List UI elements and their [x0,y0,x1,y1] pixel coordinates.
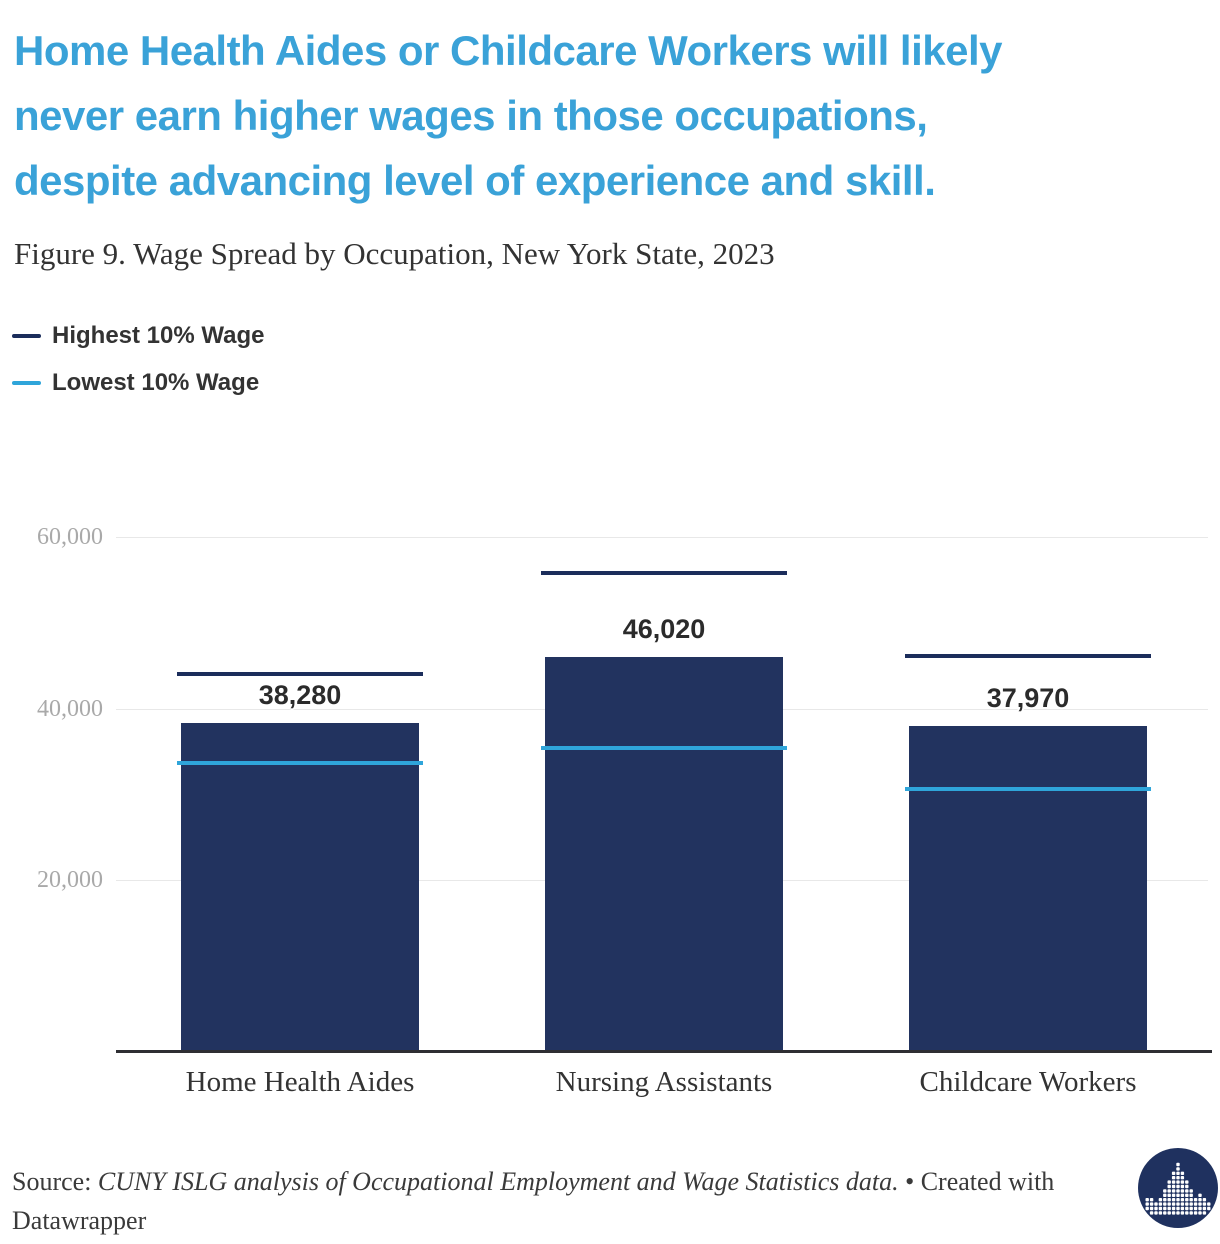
legend-item-lowest: Lowest 10% Wage [12,367,265,398]
bar-value-label: 46,020 [622,614,706,644]
capitol-dots-icon [1145,1162,1211,1215]
lowest-10-wage-line[interactable] [905,787,1151,791]
separator: • [898,1167,921,1196]
x-axis-line [116,1050,1212,1053]
lowest-10-wage-line[interactable] [177,761,423,765]
lowest-10-wage-line[interactable] [541,746,787,750]
legend-label: Lowest 10% Wage [52,368,260,396]
highest-wage-line-swatch-icon [12,333,41,338]
category-label: Nursing Assistants [555,1066,773,1098]
bar-nursing-assistants[interactable] [545,657,783,1051]
gridline [116,537,1208,538]
legend: Highest 10% Wage Lowest 10% Wage [12,320,265,398]
bar-childcare-workers[interactable] [909,726,1147,1051]
publisher-logo [1138,1148,1218,1228]
highest-10-wage-line[interactable] [905,654,1151,658]
bar-value-label: 37,970 [986,683,1070,713]
category-label: Home Health Aides [185,1066,415,1098]
legend-item-highest: Highest 10% Wage [12,320,265,351]
y-tick-label: 40,000 [37,696,103,722]
chart-subtitle: Figure 9. Wage Spread by Occupation, New… [14,236,775,271]
lowest-wage-line-swatch-icon [12,380,41,385]
y-tick-label: 20,000 [37,867,103,893]
source-prefix: Source: [12,1167,98,1196]
chart-title-line-3: despite advancing level of experience an… [14,157,936,204]
source-line: Source: CUNY ISLG analysis of Occupation… [12,1162,1112,1240]
bar-home-health-aides[interactable] [181,723,419,1051]
highest-10-wage-line[interactable] [177,672,423,676]
category-label: Childcare Workers [919,1066,1137,1098]
datawrapper-credit[interactable]: Created with Datawrapper [12,1167,1055,1235]
legend-label: Highest 10% Wage [52,321,265,349]
chart-title-line-1: Home Health Aides or Childcare Workers w… [14,27,1003,74]
highest-10-wage-line[interactable] [541,571,787,575]
chart-title: Home Health Aides or Childcare Workers w… [14,18,1204,213]
chart-title-line-2: never earn higher wages in those occupat… [14,92,928,139]
source-citation: CUNY ISLG analysis of Occupational Emplo… [97,1167,899,1196]
bar-value-label: 38,280 [258,680,342,710]
y-tick-label: 60,000 [37,524,103,550]
